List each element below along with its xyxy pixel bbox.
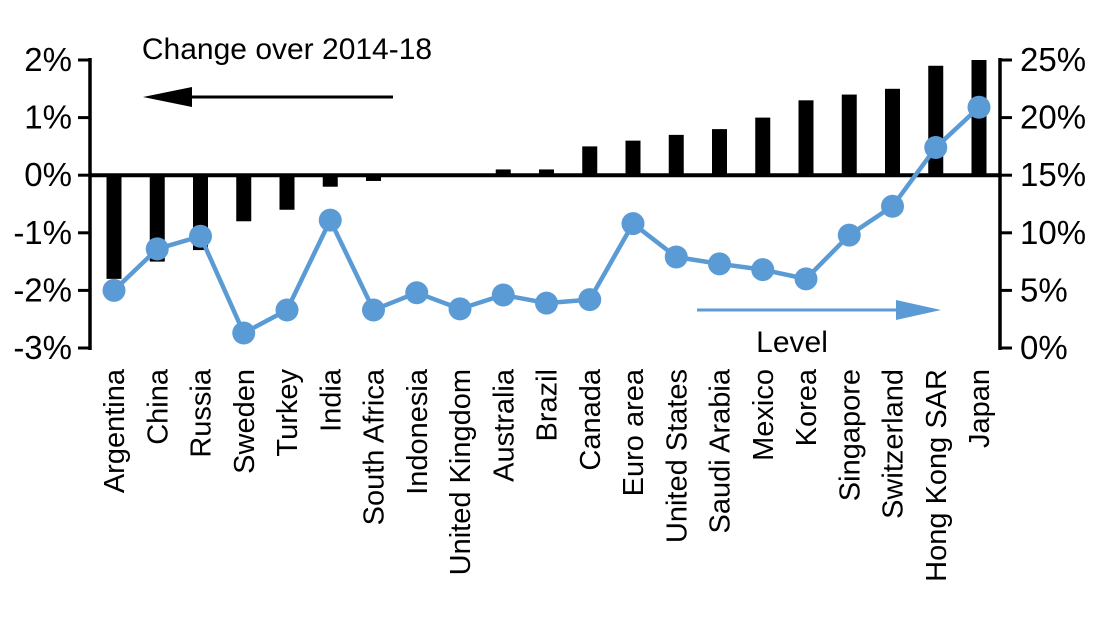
category-label-india: India <box>315 368 347 432</box>
bar-sweden <box>236 175 252 222</box>
category-label-euro-area: Euro area <box>618 368 650 496</box>
bar-switzerland <box>885 88 900 176</box>
line-series-layer <box>102 95 991 345</box>
bar-singapore <box>841 94 857 176</box>
bar-saudi-arabia <box>712 129 727 176</box>
bar-turkey <box>279 175 295 210</box>
right-axis-tick-label: 25% <box>1020 41 1086 78</box>
right-axis-ticks-layer: 25% 20% 15% 10% 5% 0% <box>1000 41 1086 366</box>
level-marker-saudi-arabia <box>708 252 731 276</box>
level-marker-hong-kong-sar <box>924 136 948 160</box>
bar-united-states <box>668 134 684 176</box>
bar-korea <box>798 100 814 176</box>
category-label-saudi-arabia: Saudi Arabia <box>705 368 737 533</box>
level-marker-south-africa <box>362 298 385 322</box>
category-label-china: China <box>142 368 174 445</box>
level-marker-russia <box>189 224 212 248</box>
category-label-united-kingdom: United Kingdom <box>445 369 477 575</box>
level-marker-mexico <box>751 258 775 282</box>
bar-series-annotation-label: Change over 2014-18 <box>142 33 432 66</box>
category-label-australia: Australia <box>488 368 520 482</box>
level-marker-united-states <box>664 245 688 269</box>
left-axis-ticks-layer: 2% 1% 0% -1% -2% -3% <box>13 41 90 366</box>
bar-canada <box>582 146 598 176</box>
category-label-united-states: United States <box>661 369 693 543</box>
left-axis-tick-label: -2% <box>13 271 72 308</box>
bar-india <box>322 175 338 187</box>
level-marker-euro-area <box>621 212 645 236</box>
level-marker-argentina <box>102 278 126 302</box>
category-label-switzerland: Switzerland <box>878 369 910 519</box>
category-label-sweden: Sweden <box>229 369 261 474</box>
right-axis-tick-label: 10% <box>1020 214 1086 251</box>
bar-south-africa <box>366 175 381 181</box>
category-label-south-africa: South Africa <box>359 368 391 525</box>
level-marker-china <box>145 237 169 261</box>
left-axis-tick-label: 0% <box>24 156 72 193</box>
bar-euro-area <box>625 140 641 176</box>
level-marker-korea <box>794 267 818 291</box>
level-marker-japan <box>967 95 991 119</box>
level-marker-singapore <box>837 223 861 247</box>
left-axis-tick-label: 2% <box>24 41 72 78</box>
left-axis-tick-label: 1% <box>24 99 72 136</box>
right-axis-tick-label: 20% <box>1020 99 1086 136</box>
left-axis-tick-label: -1% <box>13 214 72 251</box>
category-label-indonesia: Indonesia <box>402 368 434 495</box>
right-arrow <box>697 300 941 320</box>
level-marker-indonesia <box>405 281 429 305</box>
bar-series-layer <box>106 60 987 279</box>
category-label-japan: Japan <box>964 369 996 448</box>
level-marker-india <box>318 208 342 232</box>
right-axis-tick-label: 15% <box>1020 156 1086 193</box>
level-marker-turkey <box>275 298 299 322</box>
category-label-mexico: Mexico <box>748 369 780 461</box>
level-marker-switzerland <box>881 194 904 218</box>
level-marker-brazil <box>535 291 558 315</box>
bar-australia <box>495 169 511 176</box>
axes-layer <box>88 58 1002 350</box>
category-label-turkey: Turkey <box>272 369 304 457</box>
level-marker-canada <box>578 288 602 312</box>
right-axis-tick-label: 5% <box>1020 271 1068 308</box>
category-label-russia: Russia <box>186 368 218 458</box>
level-marker-australia <box>491 283 515 307</box>
category-label-canada: Canada <box>575 368 607 470</box>
category-label-hong-kong-sar: Hong Kong SAR <box>921 369 953 582</box>
bar-brazil <box>539 169 554 176</box>
category-labels-layer: Argentina China Russia Sweden Turkey India Sou… <box>99 368 996 582</box>
category-label-singapore: Singapore <box>834 369 866 501</box>
category-label-korea: Korea <box>791 368 823 446</box>
level-marker-united-kingdom <box>448 297 472 321</box>
left-axis-tick-label: -3% <box>13 329 72 366</box>
bar-mexico <box>755 117 771 176</box>
bar-argentina <box>106 175 122 279</box>
line-series-annotation-label: Level <box>756 326 828 359</box>
category-label-argentina: Argentina <box>99 368 131 493</box>
left-arrow <box>143 87 393 107</box>
category-label-brazil: Brazil <box>532 369 564 442</box>
level-marker-sweden <box>232 321 256 345</box>
right-axis-tick-label: 0% <box>1020 329 1068 366</box>
